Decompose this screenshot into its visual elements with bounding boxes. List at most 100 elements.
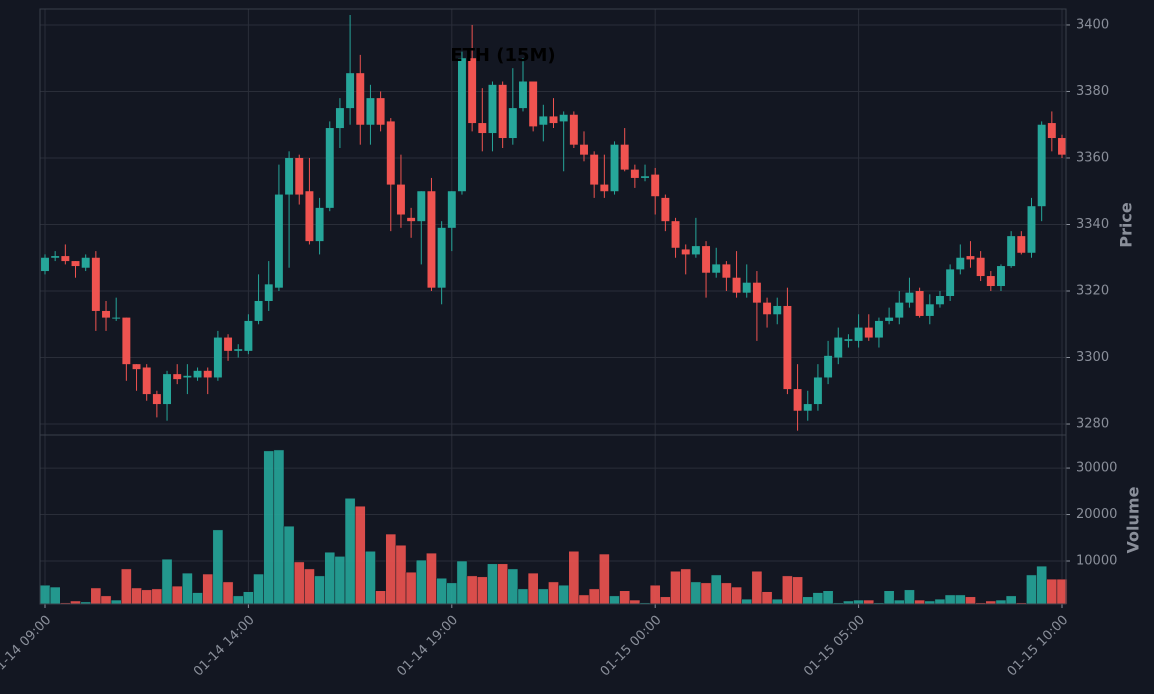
volume-bar — [365, 551, 376, 605]
candle-body — [315, 207, 324, 242]
candle-body — [91, 257, 100, 311]
candle-body — [925, 304, 934, 316]
volume-bar — [609, 595, 620, 605]
candle-body — [1047, 123, 1056, 139]
volume-bar — [497, 563, 508, 605]
candle-body — [783, 305, 792, 390]
volume-bar — [853, 599, 864, 605]
volume-bar — [395, 544, 407, 605]
candle-body — [1017, 236, 1026, 253]
candle-body — [51, 256, 60, 258]
candle-body — [346, 73, 355, 109]
candle-body — [386, 121, 395, 185]
candle-body — [366, 98, 375, 125]
candle-body — [935, 295, 944, 305]
candle-body — [1007, 236, 1016, 267]
candle-body — [600, 184, 609, 192]
volume-bar — [354, 505, 366, 605]
volume-bar — [578, 594, 590, 605]
volume-bar — [548, 581, 559, 605]
volume-bar — [466, 575, 478, 605]
volume-bar — [792, 576, 803, 605]
candle-body — [986, 276, 995, 287]
volume-bar — [995, 599, 1007, 605]
volume-bar — [304, 568, 315, 605]
volume-bar — [507, 568, 519, 605]
volume-bar — [415, 559, 427, 605]
candle-body — [661, 197, 670, 222]
candle-body — [732, 277, 741, 293]
candle-body — [122, 317, 131, 365]
volume-bar — [944, 594, 956, 605]
candle-body — [183, 375, 192, 378]
candle-body — [610, 144, 619, 192]
volume-bar — [914, 599, 925, 605]
y2-tick-label: 30000 — [1076, 461, 1117, 476]
candle-body — [427, 191, 436, 288]
candle-body — [712, 264, 721, 273]
candle-body — [834, 337, 843, 358]
candle-body — [824, 355, 833, 378]
candle-body — [864, 327, 873, 338]
volume-bar — [314, 575, 325, 605]
candle-body — [325, 128, 334, 208]
volume-bar — [537, 588, 549, 605]
candle-body — [691, 246, 700, 255]
volume-bar — [90, 587, 102, 605]
volume-bar — [426, 552, 437, 605]
volume-bar — [487, 563, 498, 605]
candle-body — [264, 284, 273, 301]
candle-body — [295, 157, 304, 195]
candle-body — [132, 364, 141, 370]
volume-panel — [39, 434, 1067, 605]
volume-bar — [812, 592, 824, 605]
candle-body — [874, 320, 883, 338]
candle-body — [702, 246, 711, 273]
volume-bar — [904, 589, 915, 605]
candle-body — [651, 174, 660, 197]
volume-bar — [863, 599, 875, 605]
candle-body — [305, 191, 314, 242]
volume-bar — [253, 573, 264, 605]
volume-bar — [324, 551, 336, 605]
candle-body — [803, 404, 812, 411]
y-axis-label: Price — [1117, 202, 1136, 248]
volume-bar — [243, 591, 254, 605]
volume-bar — [782, 575, 793, 605]
candle-body — [376, 98, 385, 125]
volume-bar — [456, 560, 468, 605]
candle-body — [976, 257, 985, 277]
candle-body — [335, 108, 344, 129]
candle-body — [813, 377, 822, 405]
candle-body — [1027, 206, 1036, 253]
volume-bar — [141, 589, 153, 605]
volume-bar — [883, 590, 895, 605]
candle-body — [742, 282, 751, 293]
candle-body — [396, 184, 405, 215]
candle-body — [356, 73, 365, 125]
candle-body — [152, 394, 161, 405]
candle-body — [417, 191, 426, 222]
volume-bar — [588, 588, 600, 605]
volume-bar — [527, 572, 539, 605]
volume-bar — [1005, 595, 1017, 605]
volume-bar — [558, 584, 570, 605]
candle-body — [956, 257, 965, 270]
y2-tick-label: 20000 — [1076, 507, 1117, 522]
volume-bar — [263, 450, 275, 605]
candle-body — [895, 302, 904, 318]
candle-body — [112, 317, 121, 319]
y-tick-label: 3340 — [1076, 217, 1109, 232]
candle-body — [519, 81, 527, 109]
volume-bar — [751, 570, 763, 605]
y-tick-label: 3400 — [1076, 17, 1109, 32]
volume-bar — [741, 598, 753, 605]
volume-bar — [1046, 578, 1058, 605]
volume-bar — [1026, 574, 1037, 605]
candle-body — [793, 389, 802, 411]
candle-body — [630, 169, 639, 178]
volume-bar — [771, 598, 783, 605]
candle-body — [447, 191, 456, 228]
candle-body — [539, 116, 548, 125]
